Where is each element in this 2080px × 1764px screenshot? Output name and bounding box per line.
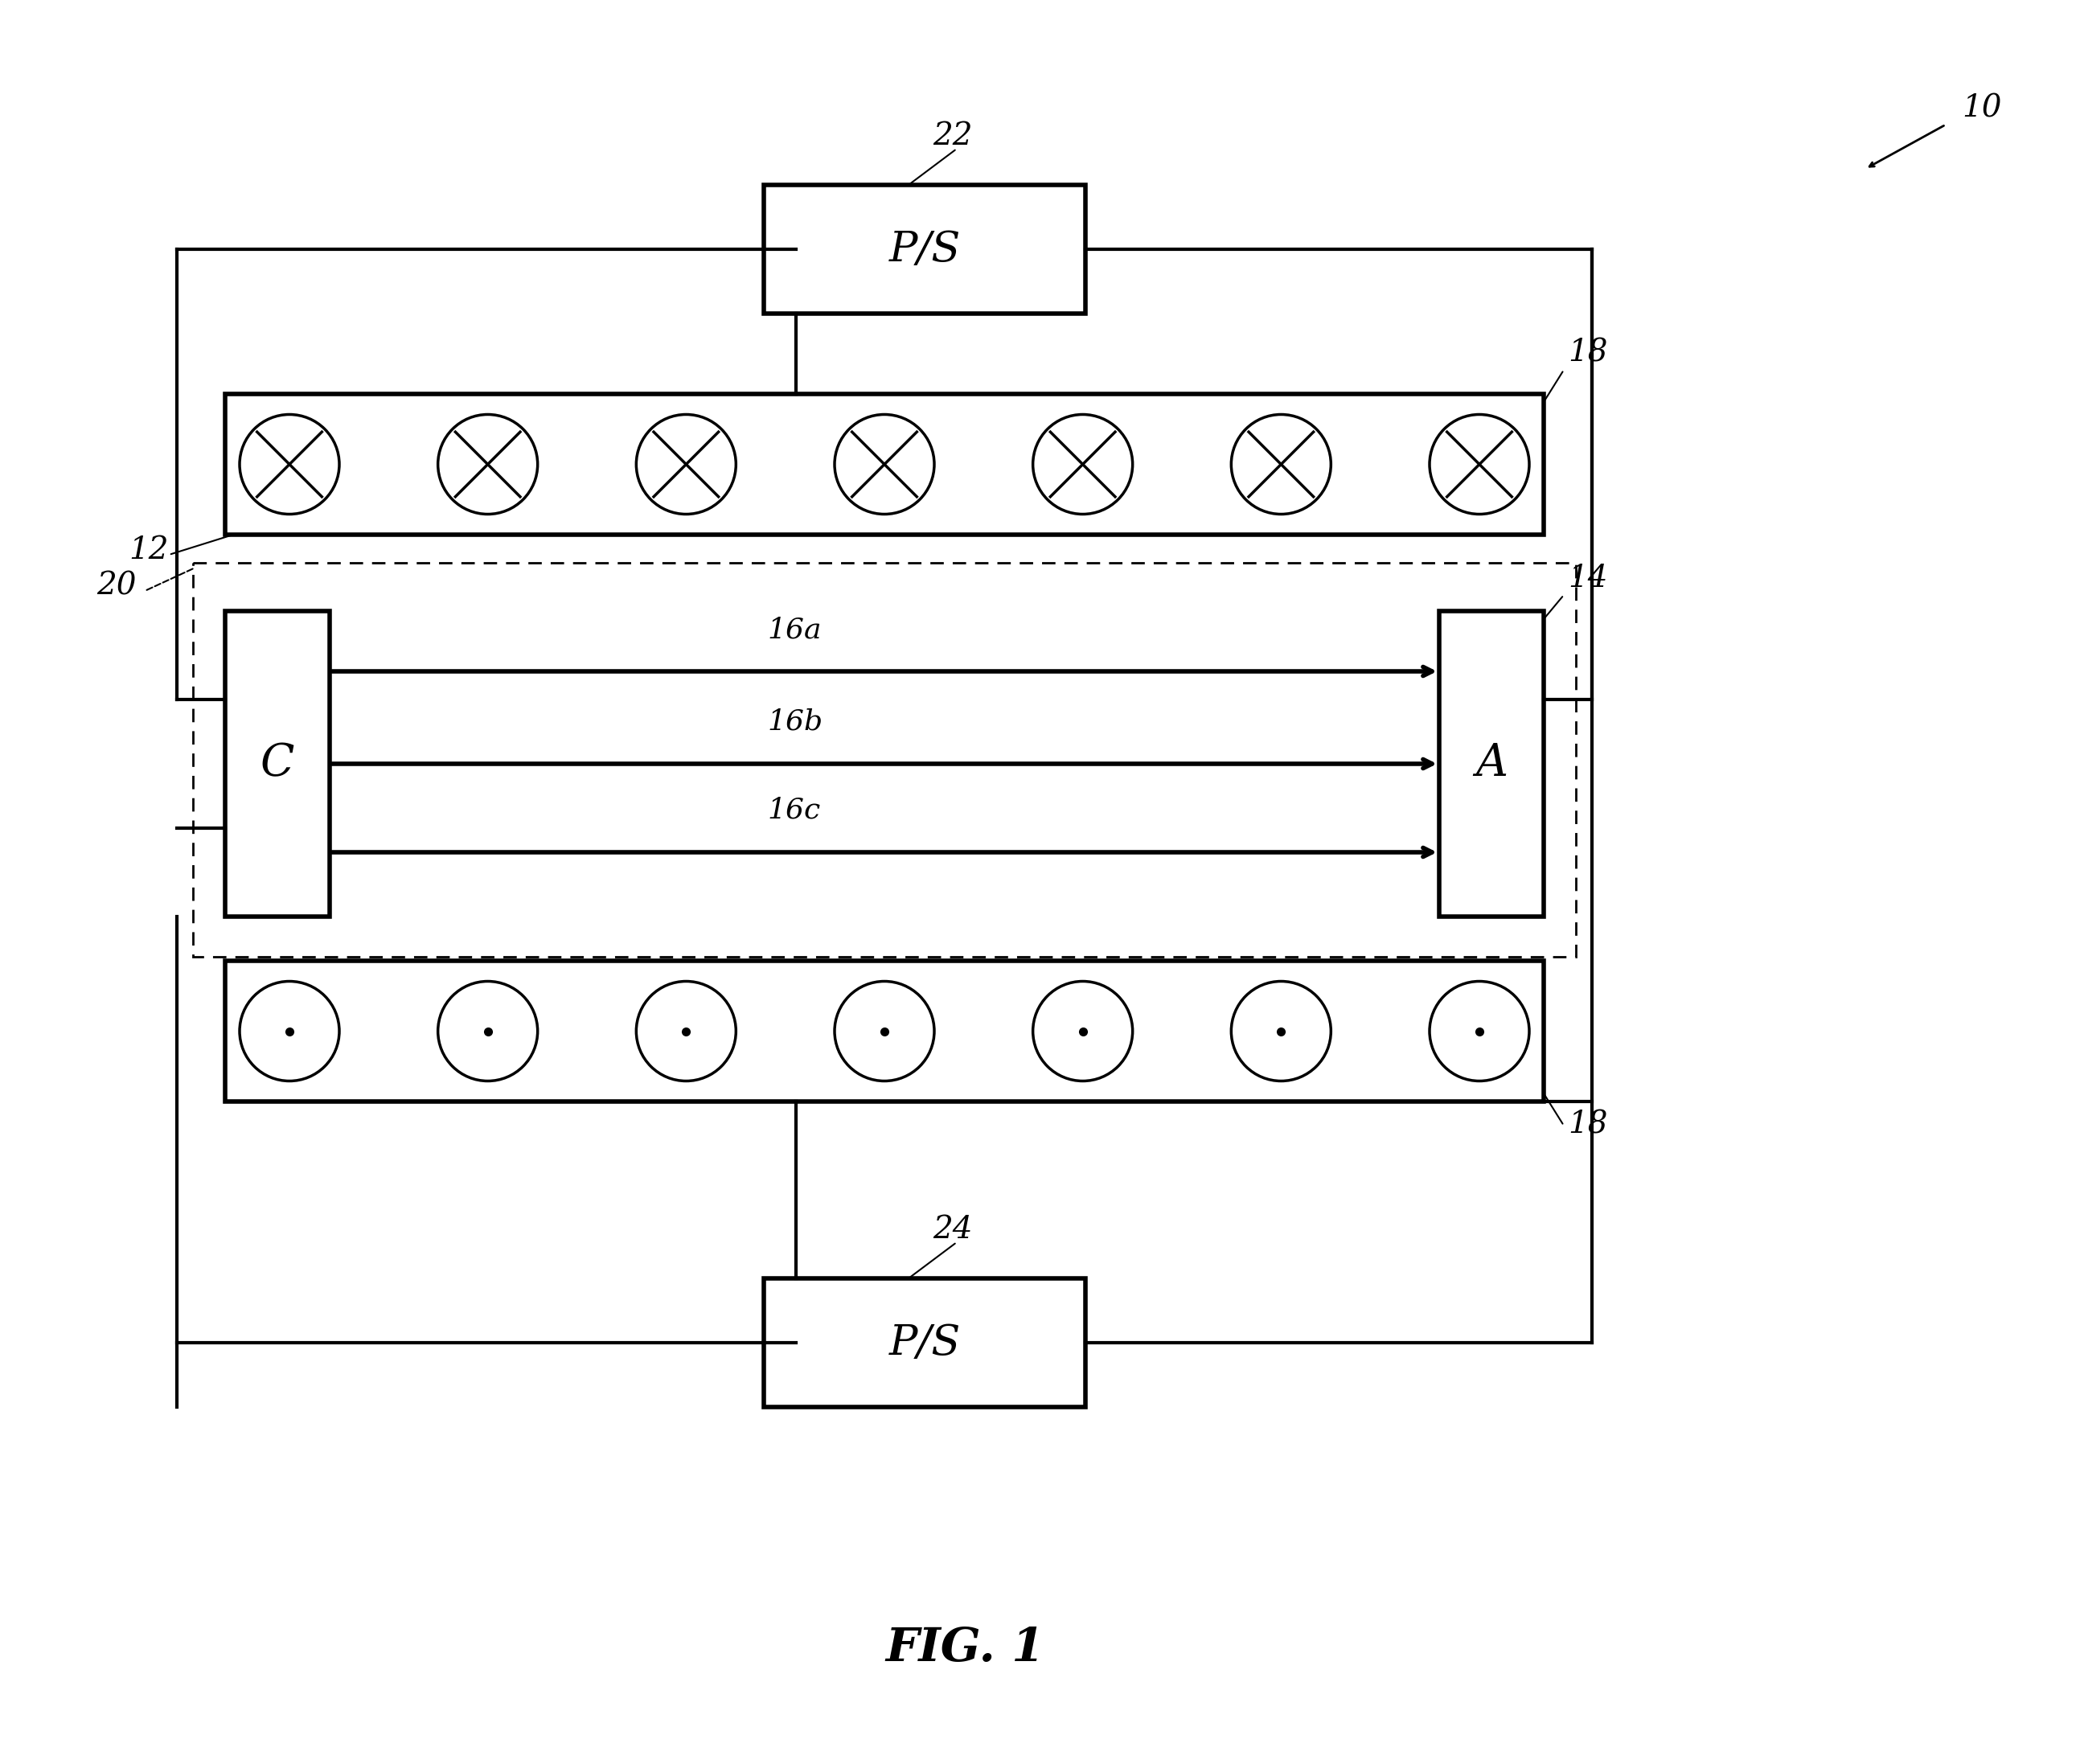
Text: 18: 18	[1568, 339, 1608, 369]
Bar	[225, 393, 1543, 534]
Text: 18: 18	[1568, 1110, 1608, 1140]
Text: FIG. 1: FIG. 1	[886, 1625, 1044, 1671]
Text: 22: 22	[932, 122, 973, 152]
Text: 16b: 16b	[768, 709, 824, 736]
Text: 20: 20	[96, 572, 137, 602]
Text: 16c: 16c	[768, 797, 822, 824]
Text: P/S: P/S	[888, 229, 961, 270]
Bar	[225, 610, 329, 917]
Text: A: A	[1475, 743, 1508, 785]
Text: 10: 10	[1961, 93, 2001, 123]
Text: 24: 24	[932, 1215, 973, 1245]
Text: C: C	[260, 743, 295, 785]
Text: 16a: 16a	[768, 616, 822, 644]
Bar	[763, 1279, 1086, 1408]
Bar	[1439, 610, 1543, 917]
Text: P/S: P/S	[888, 1323, 961, 1364]
Bar	[225, 961, 1543, 1101]
Bar	[193, 563, 1577, 956]
Bar	[763, 185, 1086, 314]
Text: 14: 14	[1568, 564, 1608, 593]
Text: 12: 12	[129, 536, 168, 564]
